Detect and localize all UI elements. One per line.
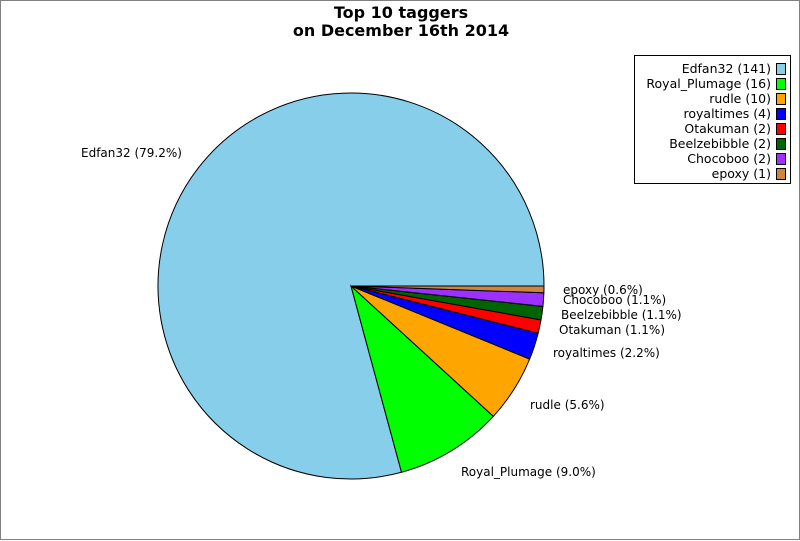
legend-label: royaltimes (4) bbox=[683, 106, 771, 121]
chart-title-block: Top 10 taggers on December 16th 2014 bbox=[1, 4, 800, 40]
legend-swatch bbox=[776, 122, 786, 135]
legend-item-chocoboo: Chocoboo (2) bbox=[635, 151, 790, 166]
legend-swatch bbox=[776, 152, 786, 165]
legend-swatch bbox=[776, 92, 786, 105]
legend-item-epoxy: epoxy (1) bbox=[635, 166, 790, 181]
legend-item-edfan32: Edfan32 (141) bbox=[635, 61, 790, 76]
legend-item-rudle: rudle (10) bbox=[635, 91, 790, 106]
pie-slice-royal-plumage bbox=[350, 284, 495, 473]
legend-item-royaltimes: royaltimes (4) bbox=[635, 106, 790, 121]
legend-swatch bbox=[776, 107, 786, 120]
pie-label-royaltimes: royaltimes (2.2%) bbox=[553, 346, 660, 360]
pie-label-rudle: rudle (5.6%) bbox=[530, 398, 605, 412]
legend-label: epoxy (1) bbox=[711, 166, 771, 181]
legend-item-royal-plumage: Royal_Plumage (16) bbox=[635, 76, 790, 91]
legend-label: Chocoboo (2) bbox=[687, 151, 771, 166]
legend-label: Beelzebibble (2) bbox=[669, 136, 771, 151]
pie-label-otakuman: Otakuman (1.1%) bbox=[559, 323, 665, 337]
pie-slice-epoxy bbox=[350, 285, 545, 294]
legend-item-otakuman: Otakuman (2) bbox=[635, 121, 790, 136]
legend-swatch bbox=[776, 77, 786, 90]
pie-label-epoxy: epoxy (0.6%) bbox=[563, 283, 643, 297]
pie-label-royal-plumage: Royal_Plumage (9.0%) bbox=[461, 465, 596, 479]
chart-title: Top 10 taggers bbox=[333, 3, 469, 22]
pie-label-edfan32: Edfan32 (79.2%) bbox=[81, 146, 182, 160]
legend-label: rudle (10) bbox=[709, 91, 771, 106]
legend-swatch bbox=[776, 137, 786, 150]
legend-label: Edfan32 (141) bbox=[681, 61, 771, 76]
pie-label-chocoboo: Chocoboo (1.1%) bbox=[563, 293, 666, 307]
legend-label: Royal_Plumage (16) bbox=[646, 76, 771, 91]
legend-swatch bbox=[776, 62, 786, 75]
pie-label-beelzebibble: Beelzebibble (1.1%) bbox=[561, 308, 682, 322]
legend-label: Otakuman (2) bbox=[684, 121, 771, 136]
chart-subtitle: on December 16th 2014 bbox=[292, 21, 510, 40]
chart-legend: Edfan32 (141) Royal_Plumage (16) rudle (10… bbox=[634, 55, 791, 184]
legend-swatch bbox=[776, 167, 786, 180]
legend-item-beelzebibble: Beelzebibble (2) bbox=[635, 136, 790, 151]
